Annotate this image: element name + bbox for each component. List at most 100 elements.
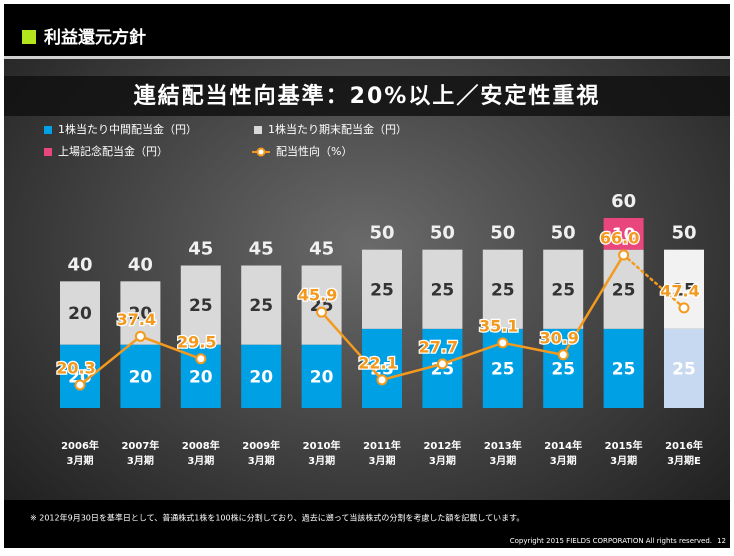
- x-tick-label: 3月期: [187, 454, 214, 467]
- line-value-label: 37.4: [117, 310, 156, 329]
- x-tick-label: 2012年: [423, 439, 461, 452]
- line-value-label: 47.4: [660, 281, 699, 300]
- x-tick-label: 3月期: [67, 454, 94, 467]
- line-value-label: 29.5: [177, 332, 216, 351]
- x-tick-label: 3月期: [429, 454, 456, 467]
- line-value-label: 45.9: [298, 286, 337, 305]
- x-tick-label: 2011年: [363, 439, 401, 452]
- x-tick-label: 2006年: [61, 439, 99, 452]
- line-marker: [316, 306, 328, 318]
- line-marker: [497, 337, 509, 349]
- bar-value-label: 25: [491, 359, 515, 379]
- x-tick-label: 3月期: [127, 454, 154, 467]
- copyright: Copyright 2015 FIELDS CORPORATION All ri…: [510, 537, 712, 545]
- legend-label: 1株当たり期末配当金（円）: [268, 122, 407, 136]
- bar-value-label: 25: [672, 359, 696, 379]
- total-label: 50: [430, 223, 455, 244]
- legend-marker: [256, 147, 266, 157]
- line-marker: [195, 353, 207, 365]
- x-tick-label: 2015年: [605, 439, 643, 452]
- legend-label: 配当性向（%）: [276, 144, 352, 158]
- line-series: [320, 253, 625, 382]
- header-band: [4, 4, 730, 56]
- bar-segment: [543, 249, 584, 329]
- total-label: 45: [188, 239, 213, 260]
- bar-value-label: 20: [310, 367, 334, 387]
- bar-segment: [301, 344, 342, 408]
- x-tick-label: 2008年: [182, 439, 220, 452]
- bar-segment: [120, 344, 161, 408]
- x-tick-label: 3月期: [369, 454, 396, 467]
- bar-segment: [301, 265, 342, 345]
- bar-segment: [664, 328, 704, 408]
- legend-label: 上場記念配当金（円）: [58, 144, 168, 158]
- page-number: 12: [717, 537, 726, 545]
- bar-segment: [241, 344, 282, 408]
- bar-value-label: 20: [249, 367, 273, 387]
- bar-segment: [603, 328, 644, 408]
- bar-value-label: 25: [249, 296, 273, 316]
- footnote: ※ 2012年9月30日を基準日として、普通株式1株を100株に分割しており、過…: [30, 513, 524, 523]
- line-marker: [678, 302, 690, 314]
- x-tick-label: 3月期: [550, 454, 577, 467]
- bar-segment: [422, 249, 463, 329]
- x-tick-label: 3月期: [610, 454, 637, 467]
- bar-segment: [60, 344, 100, 408]
- legend-label: 1株当たり中間配当金（円）: [58, 122, 197, 136]
- x-tick-label: 3月期E: [667, 454, 701, 467]
- x-tick-label: 3月期: [248, 454, 275, 467]
- x-tick-label: 2007年: [121, 439, 159, 452]
- x-tick-label: 2014年: [544, 439, 582, 452]
- line-marker: [618, 249, 630, 261]
- bar-value-label: 25: [612, 280, 636, 300]
- footer-band: [4, 500, 730, 548]
- x-tick-label: 2016年: [665, 439, 703, 452]
- bar-segment: [603, 218, 644, 250]
- bar-value-label: 25: [612, 359, 636, 379]
- bar-value-label: 20: [189, 367, 213, 387]
- bar-segment: [241, 265, 282, 345]
- total-label: 40: [128, 254, 153, 275]
- total-label: 50: [490, 223, 515, 244]
- bar-segment: [60, 281, 100, 345]
- chart-title: 連結配当性向基準：20%以上／安定性重視: [134, 83, 601, 109]
- bar-segment: [180, 265, 221, 345]
- header-rule: [4, 56, 730, 59]
- total-label: 50: [671, 223, 696, 244]
- total-label: 50: [551, 223, 576, 244]
- total-label: 40: [67, 254, 92, 275]
- line-marker: [557, 349, 569, 361]
- bar-value-label: 25: [431, 280, 455, 300]
- bar-segment: [603, 249, 644, 329]
- bar-value-label: 25: [370, 280, 394, 300]
- bar-segment: [543, 328, 584, 408]
- total-label: 60: [611, 191, 636, 212]
- bar-value-label: 25: [551, 359, 575, 379]
- x-tick-label: 3月期: [489, 454, 516, 467]
- line-marker: [376, 374, 388, 386]
- bar-value-label: 25: [189, 296, 213, 316]
- bar-segment: [664, 249, 704, 329]
- line-value-label: 27.7: [419, 337, 458, 356]
- total-label: 45: [249, 239, 274, 260]
- line-value-label: 30.9: [539, 328, 578, 347]
- bar-value-label: 20: [129, 367, 153, 387]
- subtitle-band: [4, 76, 730, 116]
- line-value-label: 20.3: [56, 358, 95, 377]
- bar-value-label: 25: [672, 280, 696, 300]
- bar-value-label: 20: [129, 304, 153, 324]
- line-marker: [436, 358, 448, 370]
- header-icon: [22, 30, 36, 44]
- total-label: 50: [369, 223, 394, 244]
- bar-value-label: 25: [551, 280, 575, 300]
- x-tick-label: 3月期: [308, 454, 335, 467]
- total-label: 45: [309, 239, 334, 260]
- line-value-label: 66.0: [600, 228, 639, 247]
- bar-value-label: 25: [491, 280, 515, 300]
- bar-segment: [362, 328, 402, 408]
- bar-segment: [362, 249, 402, 329]
- line-marker: [134, 330, 146, 342]
- legend-swatch: [44, 148, 52, 156]
